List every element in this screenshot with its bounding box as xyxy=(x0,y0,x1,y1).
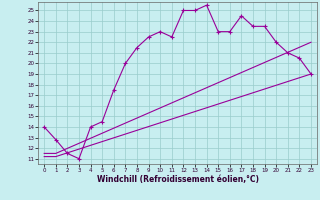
X-axis label: Windchill (Refroidissement éolien,°C): Windchill (Refroidissement éolien,°C) xyxy=(97,175,259,184)
